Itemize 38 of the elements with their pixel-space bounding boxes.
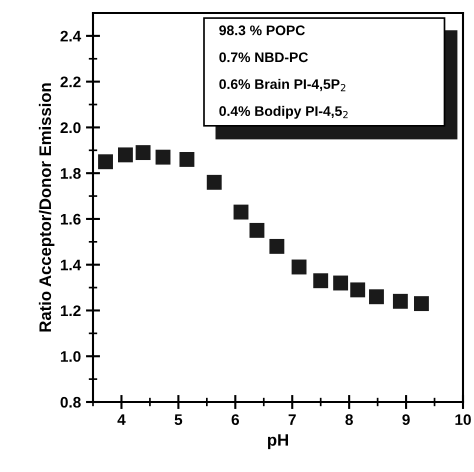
x-tick-label: 7	[288, 414, 296, 425]
annotation: 0.6% Brain PI-4,5P$_{2}$	[219, 78, 346, 92]
point	[333, 276, 348, 290]
y-tick-label: 2.0	[60, 122, 81, 134]
x-axis-title: pH	[268, 434, 288, 450]
x-tick-label: 4	[117, 414, 126, 425]
y-tick-label: 0.8	[60, 396, 81, 408]
point	[156, 150, 170, 165]
point	[350, 282, 366, 298]
point	[118, 147, 133, 162]
point	[313, 273, 328, 288]
point	[136, 145, 151, 160]
point	[292, 260, 307, 274]
point	[392, 294, 408, 309]
y-tick-label: 2.4	[60, 30, 82, 42]
annotation: 98.3 % POPC	[219, 25, 305, 36]
y-tick-label: 1.4	[60, 260, 82, 270]
y-tick-label: 1.2	[60, 305, 81, 316]
annotation: 0.4% Bodipy PI-4,5$_{2}$	[219, 106, 348, 119]
x-tick-label: 8	[345, 414, 353, 426]
y-tick-label: 1.8	[60, 168, 81, 179]
y-tick-label: 1.0	[60, 351, 81, 362]
point	[206, 174, 222, 190]
point	[179, 152, 194, 167]
point	[249, 222, 264, 238]
x-tick-label: 10	[455, 414, 471, 426]
point	[234, 204, 248, 220]
point	[369, 289, 384, 304]
x-tick-label: 6	[232, 414, 240, 426]
x-tick-label: 5	[174, 414, 182, 426]
y-tick-label: 2.2	[60, 76, 81, 88]
y-axis-title: Ratio Acceptor/Donor Emission	[38, 83, 54, 332]
point	[98, 154, 113, 170]
point	[414, 296, 429, 312]
x-tick-label: 9	[402, 414, 410, 426]
point	[269, 238, 284, 254]
annotation: 0.7% NBD-PC	[219, 52, 308, 62]
y-tick-label: 1.6	[60, 214, 81, 225]
